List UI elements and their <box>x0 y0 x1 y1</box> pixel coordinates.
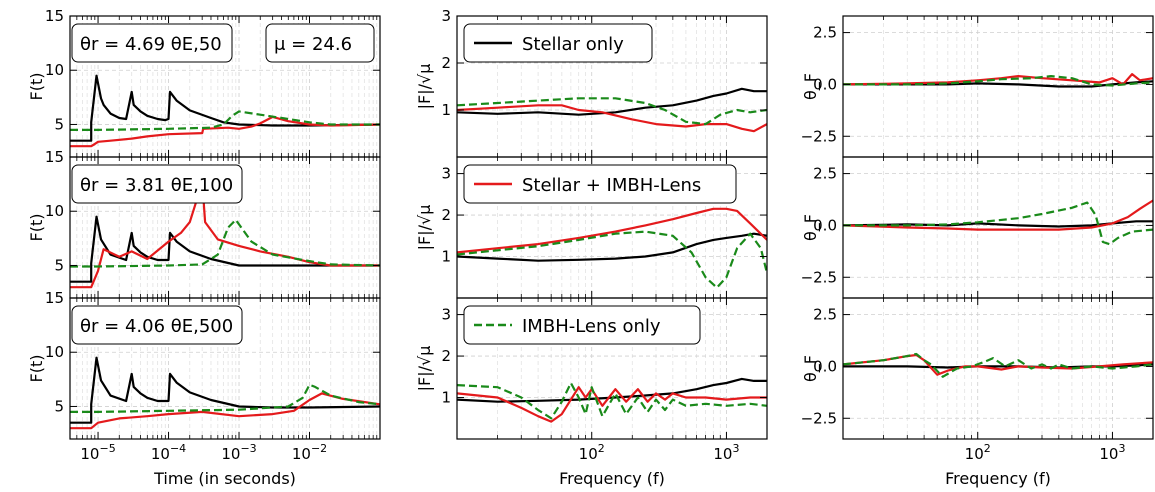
amp-row1-series-imbh <box>457 97 767 126</box>
time-row3-xtick-label: 10−2 <box>292 442 327 463</box>
ylabel-amp-row2: |F|/√μ <box>415 205 434 251</box>
amp-row3-frame <box>456 297 768 440</box>
amp-row3-xtick-label: 103 <box>713 442 739 463</box>
time-row3-series-stellar <box>70 356 380 424</box>
annotation-row2-theta: θr = 3.81 θE,100 <box>80 175 233 196</box>
amp-row1-series-stellar <box>457 87 767 116</box>
amp-row1-ytick-label: 3 <box>441 7 451 25</box>
phase-row3-series-imbh <box>843 352 1153 378</box>
legend-box-stellar <box>463 23 653 63</box>
legend-label-stellar: Stellar only <box>522 34 624 55</box>
time-row3-series-combined <box>70 392 380 430</box>
annotation-row1-theta: θr = 4.69 θE,50 <box>80 34 222 55</box>
time-row2-series-imbh <box>70 218 380 268</box>
amp-row3-ytick-label: 1 <box>441 389 451 407</box>
amp-row2-ytick-label: 1 <box>441 248 451 266</box>
time-row3-ytick-label: 5 <box>54 397 64 415</box>
time-row2-series-stellar <box>70 215 380 283</box>
xlabel-time: Time (in seconds) <box>153 469 296 488</box>
annotation-box-row1-theta <box>71 23 233 63</box>
ylabel-amp-row1: |F|/√μ <box>415 64 434 110</box>
phase-row2-series-imbh <box>843 201 1153 246</box>
amp-row2-series-combined <box>457 207 767 254</box>
time-row1-ytick-label: 10 <box>45 61 64 79</box>
phase-row3-ytick-label: 0.0 <box>813 357 837 375</box>
ylabel-ft-row3: F(t) <box>27 355 46 383</box>
phase-row2-ytick-label: 0.0 <box>813 216 837 234</box>
phase-row1-ytick-label: 2.5 <box>813 24 837 42</box>
phase-row2-ytick-label: 2.5 <box>813 165 837 183</box>
xlabel-frequency-amp: Frequency (f) <box>559 469 665 488</box>
legend-label-combined: Stellar + IMBH-Lens <box>522 175 701 196</box>
xlabel-frequency-phase: Frequency (f) <box>945 469 1051 488</box>
time-row3-xtick-label: 10−3 <box>221 442 256 463</box>
phase-row3-xtick-label: 102 <box>965 442 991 463</box>
amp-row1-ytick-label: 2 <box>441 54 451 72</box>
ylabel-ft-row1: F(t) <box>27 73 46 101</box>
amp-row3-series-imbh <box>457 381 767 420</box>
annotation-row1-mu: μ = 24.6 <box>274 34 352 55</box>
phase-row1-series-imbh <box>843 74 1153 87</box>
time-row2-ytick-label: 10 <box>45 202 64 220</box>
amp-row3-ytick-label: 2 <box>441 347 451 365</box>
phase-row1-ytick-label: 0.0 <box>813 75 837 93</box>
time-row1-series-stellar <box>70 74 380 142</box>
legend-box-combined <box>463 164 737 204</box>
legend-box-imbh <box>463 305 701 345</box>
time-row1-series-imbh <box>70 110 380 131</box>
amp-row1-series-combined <box>457 104 767 133</box>
phase-row2-series-combined <box>843 199 1153 231</box>
legend-label-imbh: IMBH-Lens only <box>522 316 661 337</box>
annotation-row3-theta: θr = 4.06 θE,500 <box>80 316 233 337</box>
time-row3-frame <box>69 297 381 440</box>
time-row3-xtick-label: 10−5 <box>80 442 115 463</box>
annotation-box-row1-mu <box>265 23 375 63</box>
ylabel-amp-row3: |F|/√μ <box>415 346 434 392</box>
phase-row3-xtick-label: 103 <box>1099 442 1125 463</box>
amp-row3-xtick-label: 102 <box>579 442 605 463</box>
amp-row3-ytick-label: 3 <box>441 306 451 324</box>
phase-row3-ytick-label: −2.5 <box>801 409 837 427</box>
phase-row3-ytick-label: 2.5 <box>813 306 837 324</box>
time-row2-ytick-label: 15 <box>45 148 64 166</box>
time-row3-ytick-label: 10 <box>45 343 64 361</box>
amp-row1-ytick-label: 1 <box>441 101 451 119</box>
ylabel-phase-row1: θ_F <box>801 73 821 100</box>
annotation-box-row3-theta <box>71 305 243 345</box>
amp-row2-series-imbh <box>457 230 767 289</box>
ylabel-phase-row3: θ_F <box>801 355 821 382</box>
time-row3-xtick-label: 10−4 <box>151 442 186 463</box>
time-row1-ytick-label: 15 <box>45 7 64 25</box>
ylabel-ft-row2: F(t) <box>27 214 46 242</box>
phase-row2-ytick-label: −2.5 <box>801 268 837 286</box>
amp-row2-ytick-label: 2 <box>441 206 451 224</box>
amp-row3-series-combined <box>457 386 767 423</box>
amp-row2-series-stellar <box>457 232 767 262</box>
annotation-box-row2-theta <box>71 164 243 204</box>
time-row3-ytick-label: 15 <box>45 289 64 307</box>
phase-row1-ytick-label: −2.5 <box>801 127 837 145</box>
amp-row2-ytick-label: 3 <box>441 165 451 183</box>
phase-row3-frame <box>842 297 1154 440</box>
time-row1-ytick-label: 5 <box>54 115 64 133</box>
time-row2-ytick-label: 5 <box>54 256 64 274</box>
ylabel-phase-row2: θ_F <box>801 214 821 241</box>
time-row3-series-imbh <box>70 383 380 413</box>
time-row1-series-combined <box>70 115 380 148</box>
